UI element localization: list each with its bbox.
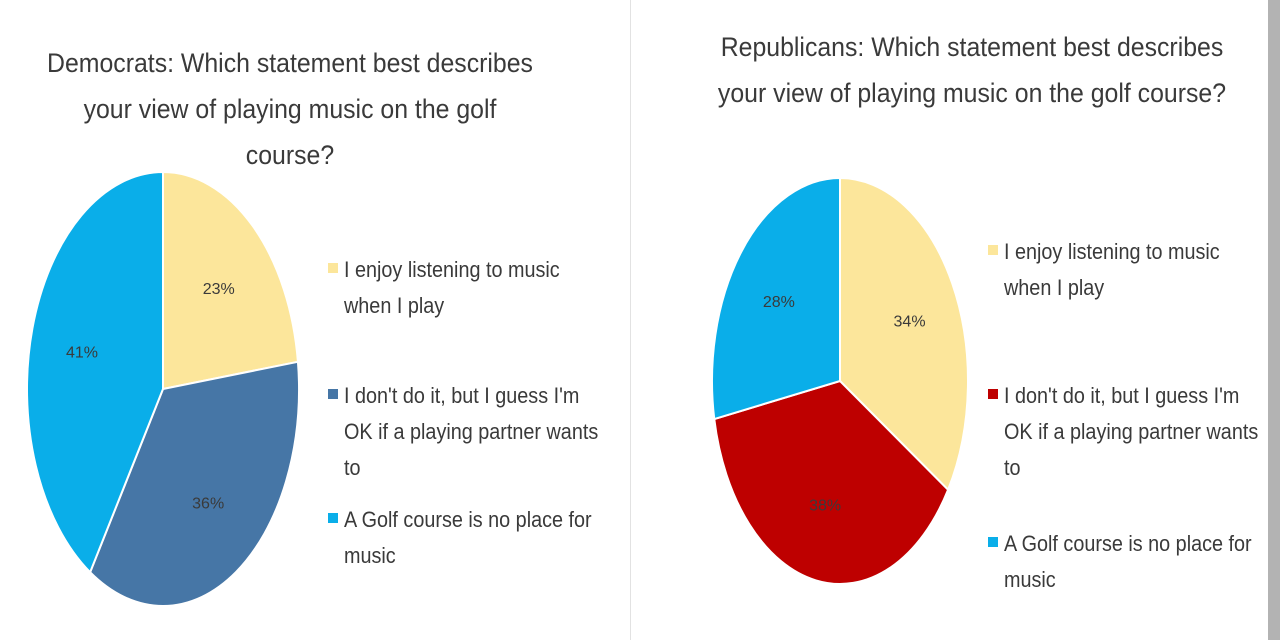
- legend-label: I enjoy listening to music when I play: [1004, 239, 1220, 300]
- panel-divider: [630, 0, 631, 640]
- legend-label: I don't do it, but I guess I'm OK if a p…: [1004, 383, 1259, 480]
- pie-slice: [711, 176, 841, 421]
- legend-swatch: [988, 245, 998, 255]
- chart-title: Democrats: Which statement best describe…: [47, 48, 533, 170]
- pie-chart-democrats: 23% 36% 41%: [26, 170, 300, 607]
- chart-panel-republicans: Republicans: Which statement best descri…: [632, 0, 1280, 640]
- slice-value-label: 34%: [894, 313, 926, 330]
- slice-value-label: 41%: [66, 344, 98, 361]
- edge-strip: [1268, 0, 1280, 640]
- slice-value-label: 23%: [203, 281, 235, 298]
- pie-slice: [713, 379, 950, 585]
- legend-swatch: [328, 263, 338, 273]
- pie-chart-republicans: 34% 38% 28%: [711, 176, 969, 585]
- legend-swatch: [328, 389, 338, 399]
- legend-label: A Golf course is no place for music: [1004, 531, 1252, 592]
- legend-swatch: [988, 389, 998, 399]
- legend-label: I don't do it, but I guess I'm OK if a p…: [344, 383, 599, 480]
- legend-label: I enjoy listening to music when I play: [344, 257, 560, 318]
- pie-slice: [88, 360, 300, 607]
- chart-title: Republicans: Which statement best descri…: [717, 32, 1227, 108]
- legend-swatch: [328, 513, 338, 523]
- slice-value-label: 28%: [763, 294, 795, 311]
- pie-slice: [162, 170, 299, 391]
- slice-value-label: 36%: [192, 496, 224, 513]
- pie-slice: [26, 170, 164, 575]
- chart-panel-democrats: Democrats: Which statement best describe…: [0, 0, 630, 640]
- legend-swatch: [988, 537, 998, 547]
- slice-value-label: 38%: [809, 498, 841, 515]
- legend-label: A Golf course is no place for music: [344, 507, 592, 568]
